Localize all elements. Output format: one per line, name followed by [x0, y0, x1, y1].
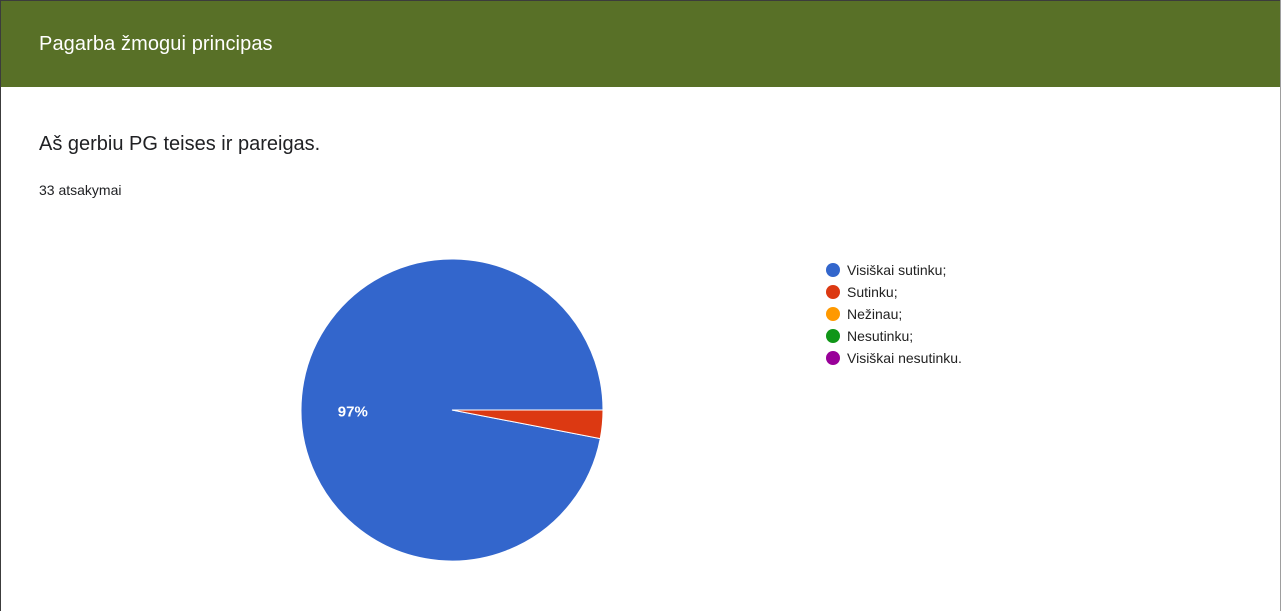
legend-item-0[interactable]: Visiškai sutinku;: [826, 259, 962, 281]
legend-item-2[interactable]: Nežinau;: [826, 303, 962, 325]
legend-swatch-1: [826, 285, 840, 299]
legend-swatch-4: [826, 351, 840, 365]
legend-item-4[interactable]: Visiškai nesutinku.: [826, 347, 962, 369]
legend-swatch-2: [826, 307, 840, 321]
chart-legend: Visiškai sutinku; Sutinku; Nežinau; Nesutin…: [826, 259, 962, 369]
legend-item-3[interactable]: Nesutinku;: [826, 325, 962, 347]
legend-label-2: Nežinau;: [847, 306, 903, 322]
section-title: Pagarba žmogui principas: [39, 33, 273, 55]
legend-swatch-3: [826, 329, 840, 343]
legend-item-1[interactable]: Sutinku;: [826, 281, 962, 303]
question-title: Aš gerbiu PG teises ir pareigas.: [39, 133, 321, 155]
slice-percent-label-0: 97%: [338, 404, 368, 421]
section-header: Pagarba žmogui principas: [1, 0, 1280, 87]
response-count: 33 atsakymai: [39, 182, 122, 198]
pie-slice-1[interactable]: [451, 409, 604, 440]
legend-label-0: Visiškai sutinku;: [847, 262, 947, 278]
legend-label-3: Nesutinku;: [847, 328, 914, 344]
legend-label-1: Sutinku;: [847, 284, 898, 300]
legend-label-4: Visiškai nesutinku.: [847, 350, 962, 366]
legend-swatch-0: [826, 263, 840, 277]
